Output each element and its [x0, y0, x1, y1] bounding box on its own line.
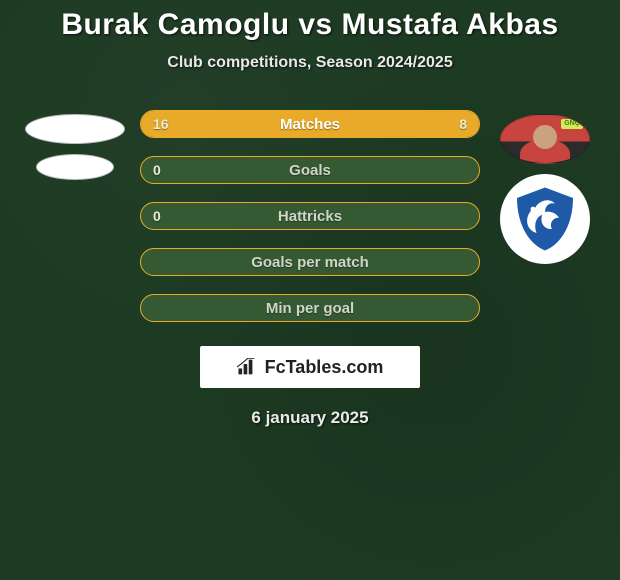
stat-label: Matches [280, 116, 340, 133]
stat-bar: 16 8 Matches [140, 110, 480, 138]
page-subtitle: Club competitions, Season 2024/2025 [0, 54, 620, 72]
page-title: Burak Camoglu vs Mustafa Akbas [0, 0, 620, 42]
sponsor-badge: GNÇ [561, 119, 583, 129]
club-left-logo-placeholder [36, 154, 114, 180]
stat-value-left: 16 [153, 116, 169, 132]
stat-label: Min per goal [266, 300, 354, 317]
content-root: Burak Camoglu vs Mustafa Akbas Club comp… [0, 0, 620, 580]
compare-row: 16 8 Matches 0 Goals 0 Hattricks Goals per matc… [0, 110, 620, 322]
stat-label: Hattricks [278, 208, 342, 225]
stat-bar: 0 Goals [140, 156, 480, 184]
player-left-avatar-placeholder [25, 114, 125, 144]
stat-label: Goals [289, 162, 331, 179]
stat-label: Goals per match [251, 254, 369, 271]
player-right-avatar: GNÇ [500, 114, 590, 164]
stat-bar: Goals per match [140, 248, 480, 276]
branding-box: FcTables.com [200, 346, 420, 388]
left-avatars [20, 110, 130, 322]
club-right-logo [500, 174, 590, 264]
right-avatars: GNÇ [490, 110, 600, 322]
date-text: 6 january 2025 [0, 408, 620, 428]
stat-value-right: 8 [459, 116, 467, 132]
eagle-shield-icon [510, 184, 580, 254]
stat-value-left: 0 [153, 208, 161, 224]
brand-text: FcTables.com [265, 357, 384, 378]
stat-bars: 16 8 Matches 0 Goals 0 Hattricks Goals per matc… [140, 110, 480, 322]
stat-value-left: 0 [153, 162, 161, 178]
bar-chart-icon [237, 358, 259, 376]
stat-bar: Min per goal [140, 294, 480, 322]
stat-bar: 0 Hattricks [140, 202, 480, 230]
